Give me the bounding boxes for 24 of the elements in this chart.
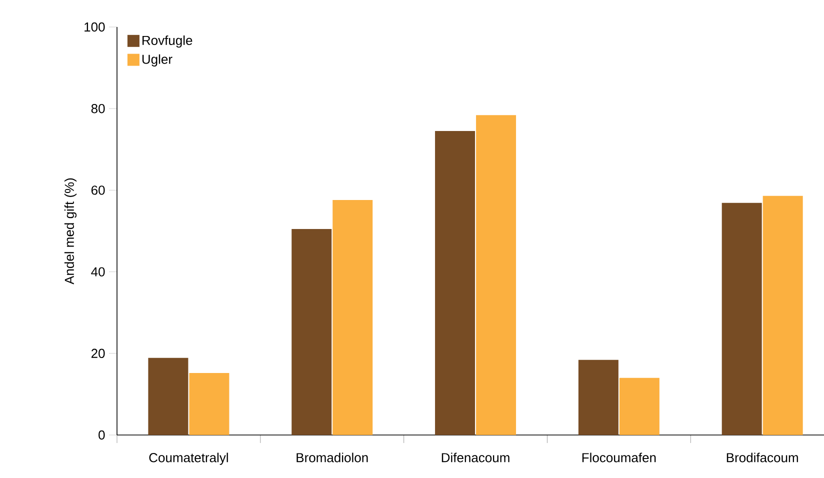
bar	[578, 360, 618, 435]
x-tick-label: Difenacoum	[442, 452, 510, 462]
bar	[332, 200, 373, 435]
x-tick-label: Coumatetralyl	[149, 452, 228, 465]
bar	[722, 202, 762, 435]
y-tick-label: 80	[91, 104, 105, 114]
y-tick-label: 60	[91, 186, 105, 195]
legend-label: Rovfugle	[142, 35, 192, 48]
bar	[435, 131, 476, 435]
bar	[762, 196, 803, 435]
y-tick-label: 20	[91, 348, 105, 358]
bar	[189, 372, 230, 435]
bar	[148, 358, 188, 435]
x-tick-label: Bromadiolon	[296, 452, 368, 462]
x-tick-label: Flocoumafen	[582, 452, 656, 462]
legend-label: Ugler	[142, 54, 172, 66]
bar	[292, 228, 332, 435]
y-tick-label: 40	[91, 267, 105, 276]
y-axis-title: Andel med gift (%)	[64, 178, 77, 284]
y-tick-label: 100	[84, 22, 105, 32]
bar	[476, 115, 516, 435]
bar	[619, 378, 660, 435]
y-tick-label: 0	[98, 430, 105, 440]
x-tick-label: Brodifacoum	[726, 452, 798, 462]
